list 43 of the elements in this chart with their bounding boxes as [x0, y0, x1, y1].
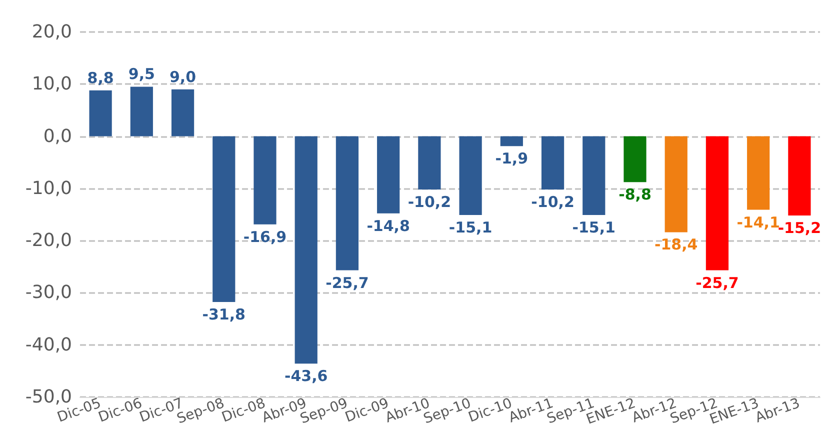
bar	[377, 136, 400, 214]
bar	[582, 136, 606, 215]
data-label: -25,7	[326, 274, 369, 292]
y-tick-label: 20,0	[32, 22, 72, 42]
bar	[664, 136, 688, 232]
bar	[500, 136, 523, 146]
data-label: -14,1	[736, 213, 780, 232]
bar	[171, 89, 194, 136]
bar	[212, 136, 236, 302]
data-label: -1,9	[495, 150, 528, 168]
y-tick-label: -40,0	[25, 334, 72, 356]
data-label: 9,0	[169, 68, 196, 86]
bar	[624, 136, 646, 182]
y-tick-label: -30,0	[25, 282, 72, 304]
y-tick-label: 10,0	[32, 74, 72, 95]
data-label: 9,5	[128, 65, 155, 84]
data-label: -15,2	[778, 219, 822, 238]
bar	[418, 136, 441, 190]
data-label: -14,8	[366, 216, 410, 235]
bar	[747, 136, 770, 210]
data-label: -15,1	[572, 218, 616, 236]
data-label: -31,8	[202, 306, 246, 324]
data-label: -10,2	[408, 192, 452, 211]
y-tick-label: -10,0	[25, 178, 72, 199]
data-label: -10,2	[531, 192, 574, 211]
data-label: -16,9	[243, 228, 287, 246]
bar	[706, 136, 729, 270]
y-tick-label: -20,0	[25, 230, 72, 252]
data-label: -43,6	[284, 367, 328, 386]
data-label: -15,1	[448, 218, 492, 236]
data-label: -8,8	[618, 186, 652, 204]
data-label: 8,8	[87, 68, 114, 87]
bar	[130, 86, 153, 136]
bar	[254, 136, 276, 224]
bar	[89, 90, 112, 136]
data-label: -18,4	[654, 236, 698, 254]
bar	[294, 136, 318, 364]
bar	[336, 136, 359, 270]
bar	[541, 136, 564, 190]
bar	[459, 136, 482, 215]
y-tick-label: 0,0	[43, 126, 72, 147]
data-label: -25,7	[696, 274, 739, 292]
bar	[788, 136, 811, 216]
